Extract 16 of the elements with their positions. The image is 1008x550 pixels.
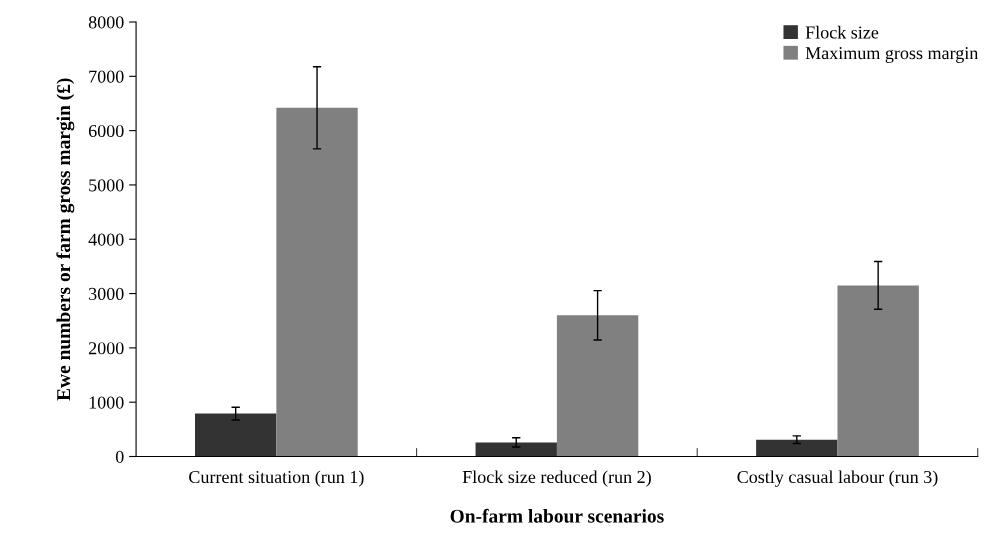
x-tick-label: Costly casual labour (run 3): [737, 470, 938, 487]
y-tick-label: 7000: [89, 70, 124, 83]
x-tick-label: Flock size reduced (run 2): [462, 470, 651, 487]
y-tick-label: 3000: [89, 287, 124, 300]
y-tick-label: 5000: [89, 179, 124, 192]
legend-label: Flock size: [805, 25, 879, 39]
y-tick-label: 1000: [89, 396, 124, 409]
y-tick-label: 8000: [88, 16, 124, 29]
x-tick-label: Current situation (run 1): [189, 470, 364, 487]
x-axis-title: On-farm labour scenarios: [450, 508, 664, 523]
y-tick-label: 6000: [88, 124, 124, 138]
y-axis-title: Ewe numbers or farm gross margin (£): [56, 78, 75, 401]
y-tick-label: 4000: [88, 233, 124, 246]
legend-label: Maximum gross margin: [805, 47, 979, 63]
y-tick-label: 0: [115, 450, 124, 463]
y-tick-label: 2000: [88, 342, 124, 355]
